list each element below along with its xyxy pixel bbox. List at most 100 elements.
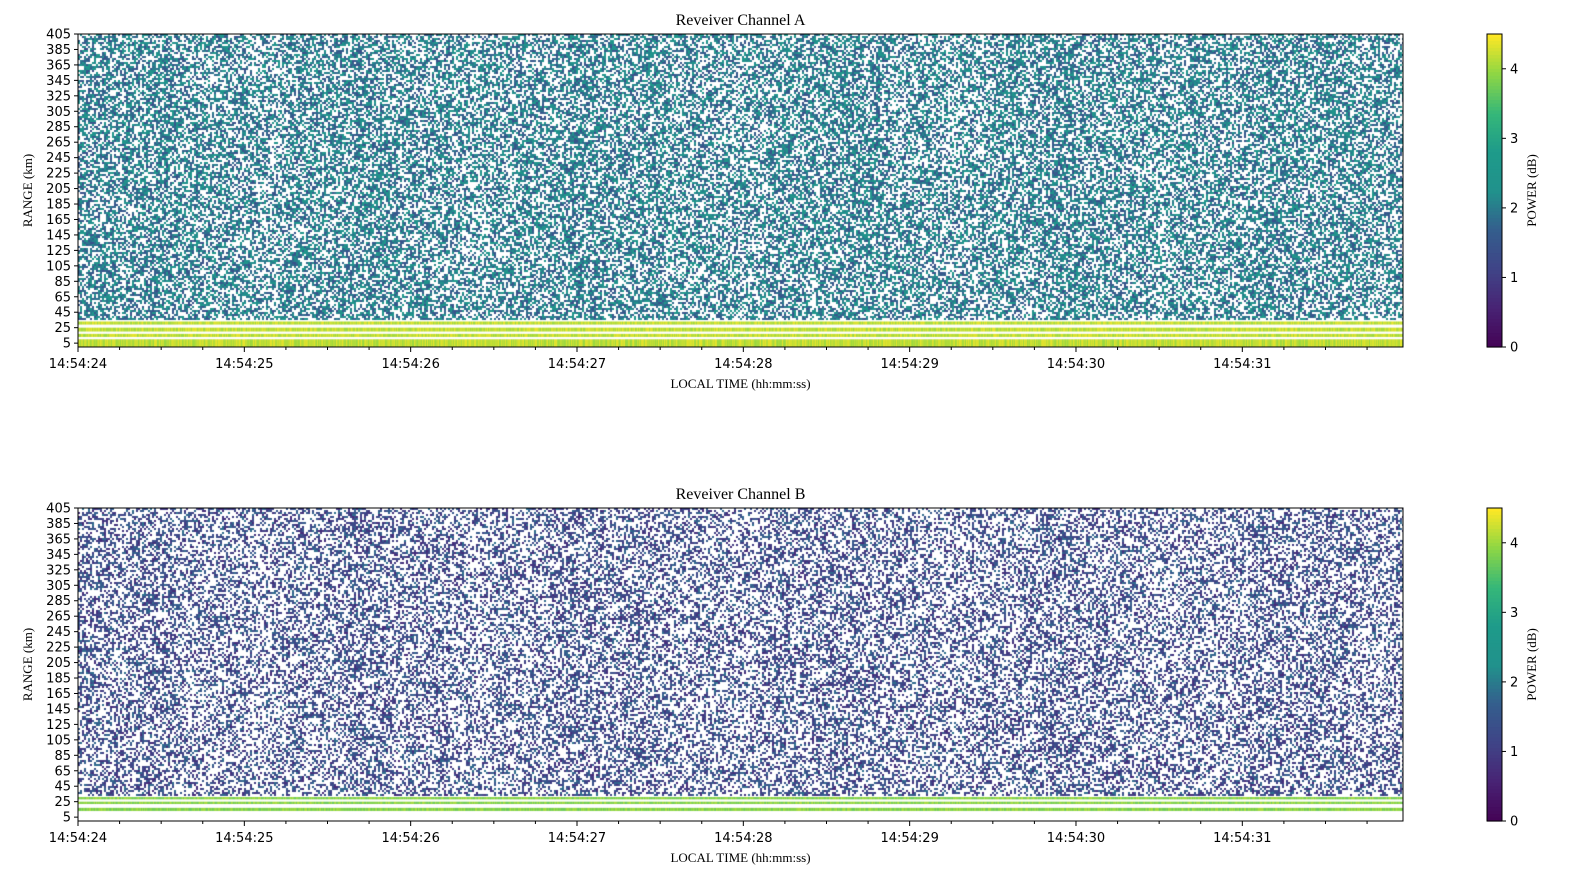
colorbar-tick-label: 4	[1510, 536, 1518, 551]
colorbar-segment	[1487, 747, 1502, 753]
colorbar-segment	[1487, 727, 1502, 732]
colorbar-segment	[1487, 702, 1502, 707]
colorbar-segment	[1487, 514, 1502, 520]
colorbar-segment	[1487, 594, 1502, 600]
y-tick-label: 165	[46, 687, 71, 702]
colorbar-segment	[1487, 166, 1502, 171]
colorbar-segment	[1487, 612, 1502, 617]
y-tick-label: 405	[46, 28, 71, 43]
y-tick-label: 265	[46, 136, 71, 151]
colorbar-segment	[1487, 678, 1502, 683]
colorbar-segment	[1487, 636, 1502, 641]
colorbar-segment	[1487, 671, 1502, 676]
y-tick-label: 205	[46, 182, 71, 197]
colorbar-tick-label: 0	[1510, 341, 1518, 356]
colorbar-segment	[1487, 93, 1502, 98]
colorbar-segment	[1487, 775, 1502, 780]
colorbar-segment	[1487, 312, 1502, 317]
colorbar-segment	[1487, 751, 1502, 756]
colorbar-segment	[1487, 688, 1502, 693]
y-tick-label: 65	[54, 290, 71, 305]
x-tick-label: 14:54:29	[880, 357, 938, 372]
colorbar-segment	[1487, 563, 1502, 568]
colorbar-segment	[1487, 508, 1502, 513]
plot-frame	[77, 507, 1404, 822]
y-tick-label: 185	[46, 198, 71, 213]
colorbar-segment	[1487, 273, 1502, 279]
colorbar-label: POWER (dB)	[1524, 628, 1539, 701]
colorbar-segment	[1487, 553, 1502, 558]
colorbar-segment	[1487, 145, 1502, 150]
y-tick-label: 245	[46, 151, 71, 166]
colorbar-segment	[1487, 716, 1502, 721]
colorbar-segment	[1487, 54, 1502, 59]
colorbar-segment	[1487, 155, 1502, 160]
y-tick-label: 405	[46, 502, 71, 517]
colorbar-segment	[1487, 44, 1502, 49]
y-tick-label: 385	[46, 517, 71, 532]
y-tick-label: 45	[54, 780, 71, 795]
colorbar-segment	[1487, 326, 1502, 331]
colorbar-segment	[1487, 284, 1502, 289]
colorbar-segment	[1487, 549, 1502, 554]
colorbar-segment	[1487, 598, 1502, 603]
colorbar-segment	[1487, 127, 1502, 132]
colorbar-segment	[1487, 260, 1502, 265]
colorbar-segment	[1487, 162, 1502, 167]
colorbar-segment	[1487, 138, 1502, 143]
heatmap-image	[78, 508, 1403, 821]
plot-frame	[77, 33, 1404, 348]
x-axis-label: LOCAL TIME (hh:mm:ss)	[670, 850, 810, 865]
colorbar-segment	[1487, 615, 1502, 620]
colorbar-segment	[1487, 204, 1502, 209]
colorbar-segment	[1487, 183, 1502, 188]
colorbar-segment	[1487, 713, 1502, 718]
x-tick-label: 14:54:27	[548, 357, 606, 372]
receiver-channel-a-panel: Reveiver Channel A 5 25 45 65 85 105 125 145 165 1…	[0, 0, 1573, 440]
colorbar-segment	[1487, 741, 1502, 746]
y-tick-label: 385	[46, 43, 71, 58]
colorbar-segment	[1487, 173, 1502, 178]
y-tick-label: 345	[46, 74, 71, 89]
colorbar-segment	[1487, 622, 1502, 627]
colorbar-segment	[1487, 779, 1502, 784]
colorbar-segment	[1487, 807, 1502, 812]
x-tick-label: 14:54:28	[714, 831, 772, 846]
colorbar-segment	[1487, 193, 1502, 199]
colorbar-segment	[1487, 176, 1502, 181]
colorbar-segment	[1487, 744, 1502, 749]
colorbar-segment	[1487, 47, 1502, 52]
heatmap-image	[78, 34, 1403, 347]
y-tick-label: 25	[54, 795, 71, 810]
colorbar-segment	[1487, 61, 1502, 66]
x-tick-label: 14:54:29	[880, 831, 938, 846]
colorbar-segment	[1487, 82, 1502, 87]
y-tick-label: 285	[46, 120, 71, 135]
y-tick-label: 85	[54, 749, 71, 764]
colorbar-segment	[1487, 187, 1502, 192]
y-tick-label: 145	[46, 228, 71, 243]
y-tick-label: 5	[63, 337, 71, 352]
colorbar-segment	[1487, 291, 1502, 296]
colorbar-segment	[1487, 246, 1502, 251]
colorbar-segment	[1487, 277, 1502, 282]
x-tick-label: 14:54:25	[215, 357, 273, 372]
colorbar-segment	[1487, 232, 1502, 237]
colorbar-tick-label: 4	[1510, 62, 1518, 77]
colorbar-segment	[1487, 796, 1502, 801]
colorbar-frame	[1486, 33, 1503, 348]
colorbar-segment	[1487, 280, 1502, 285]
colorbar-segment	[1487, 72, 1502, 77]
colorbar-segment	[1487, 789, 1502, 794]
colorbar-segment	[1487, 647, 1502, 652]
colorbar-tick-label: 0	[1510, 815, 1518, 830]
colorbar-segment	[1487, 107, 1502, 112]
colorbar-tick-label: 1	[1510, 745, 1518, 760]
colorbar-segment	[1487, 113, 1502, 119]
colorbar-segment	[1487, 298, 1502, 303]
colorbar-segment	[1487, 737, 1502, 742]
colorbar-segment	[1487, 343, 1502, 348]
colorbar-segment	[1487, 287, 1502, 292]
x-tick-label: 14:54:26	[381, 357, 439, 372]
colorbar-segment	[1487, 817, 1502, 822]
